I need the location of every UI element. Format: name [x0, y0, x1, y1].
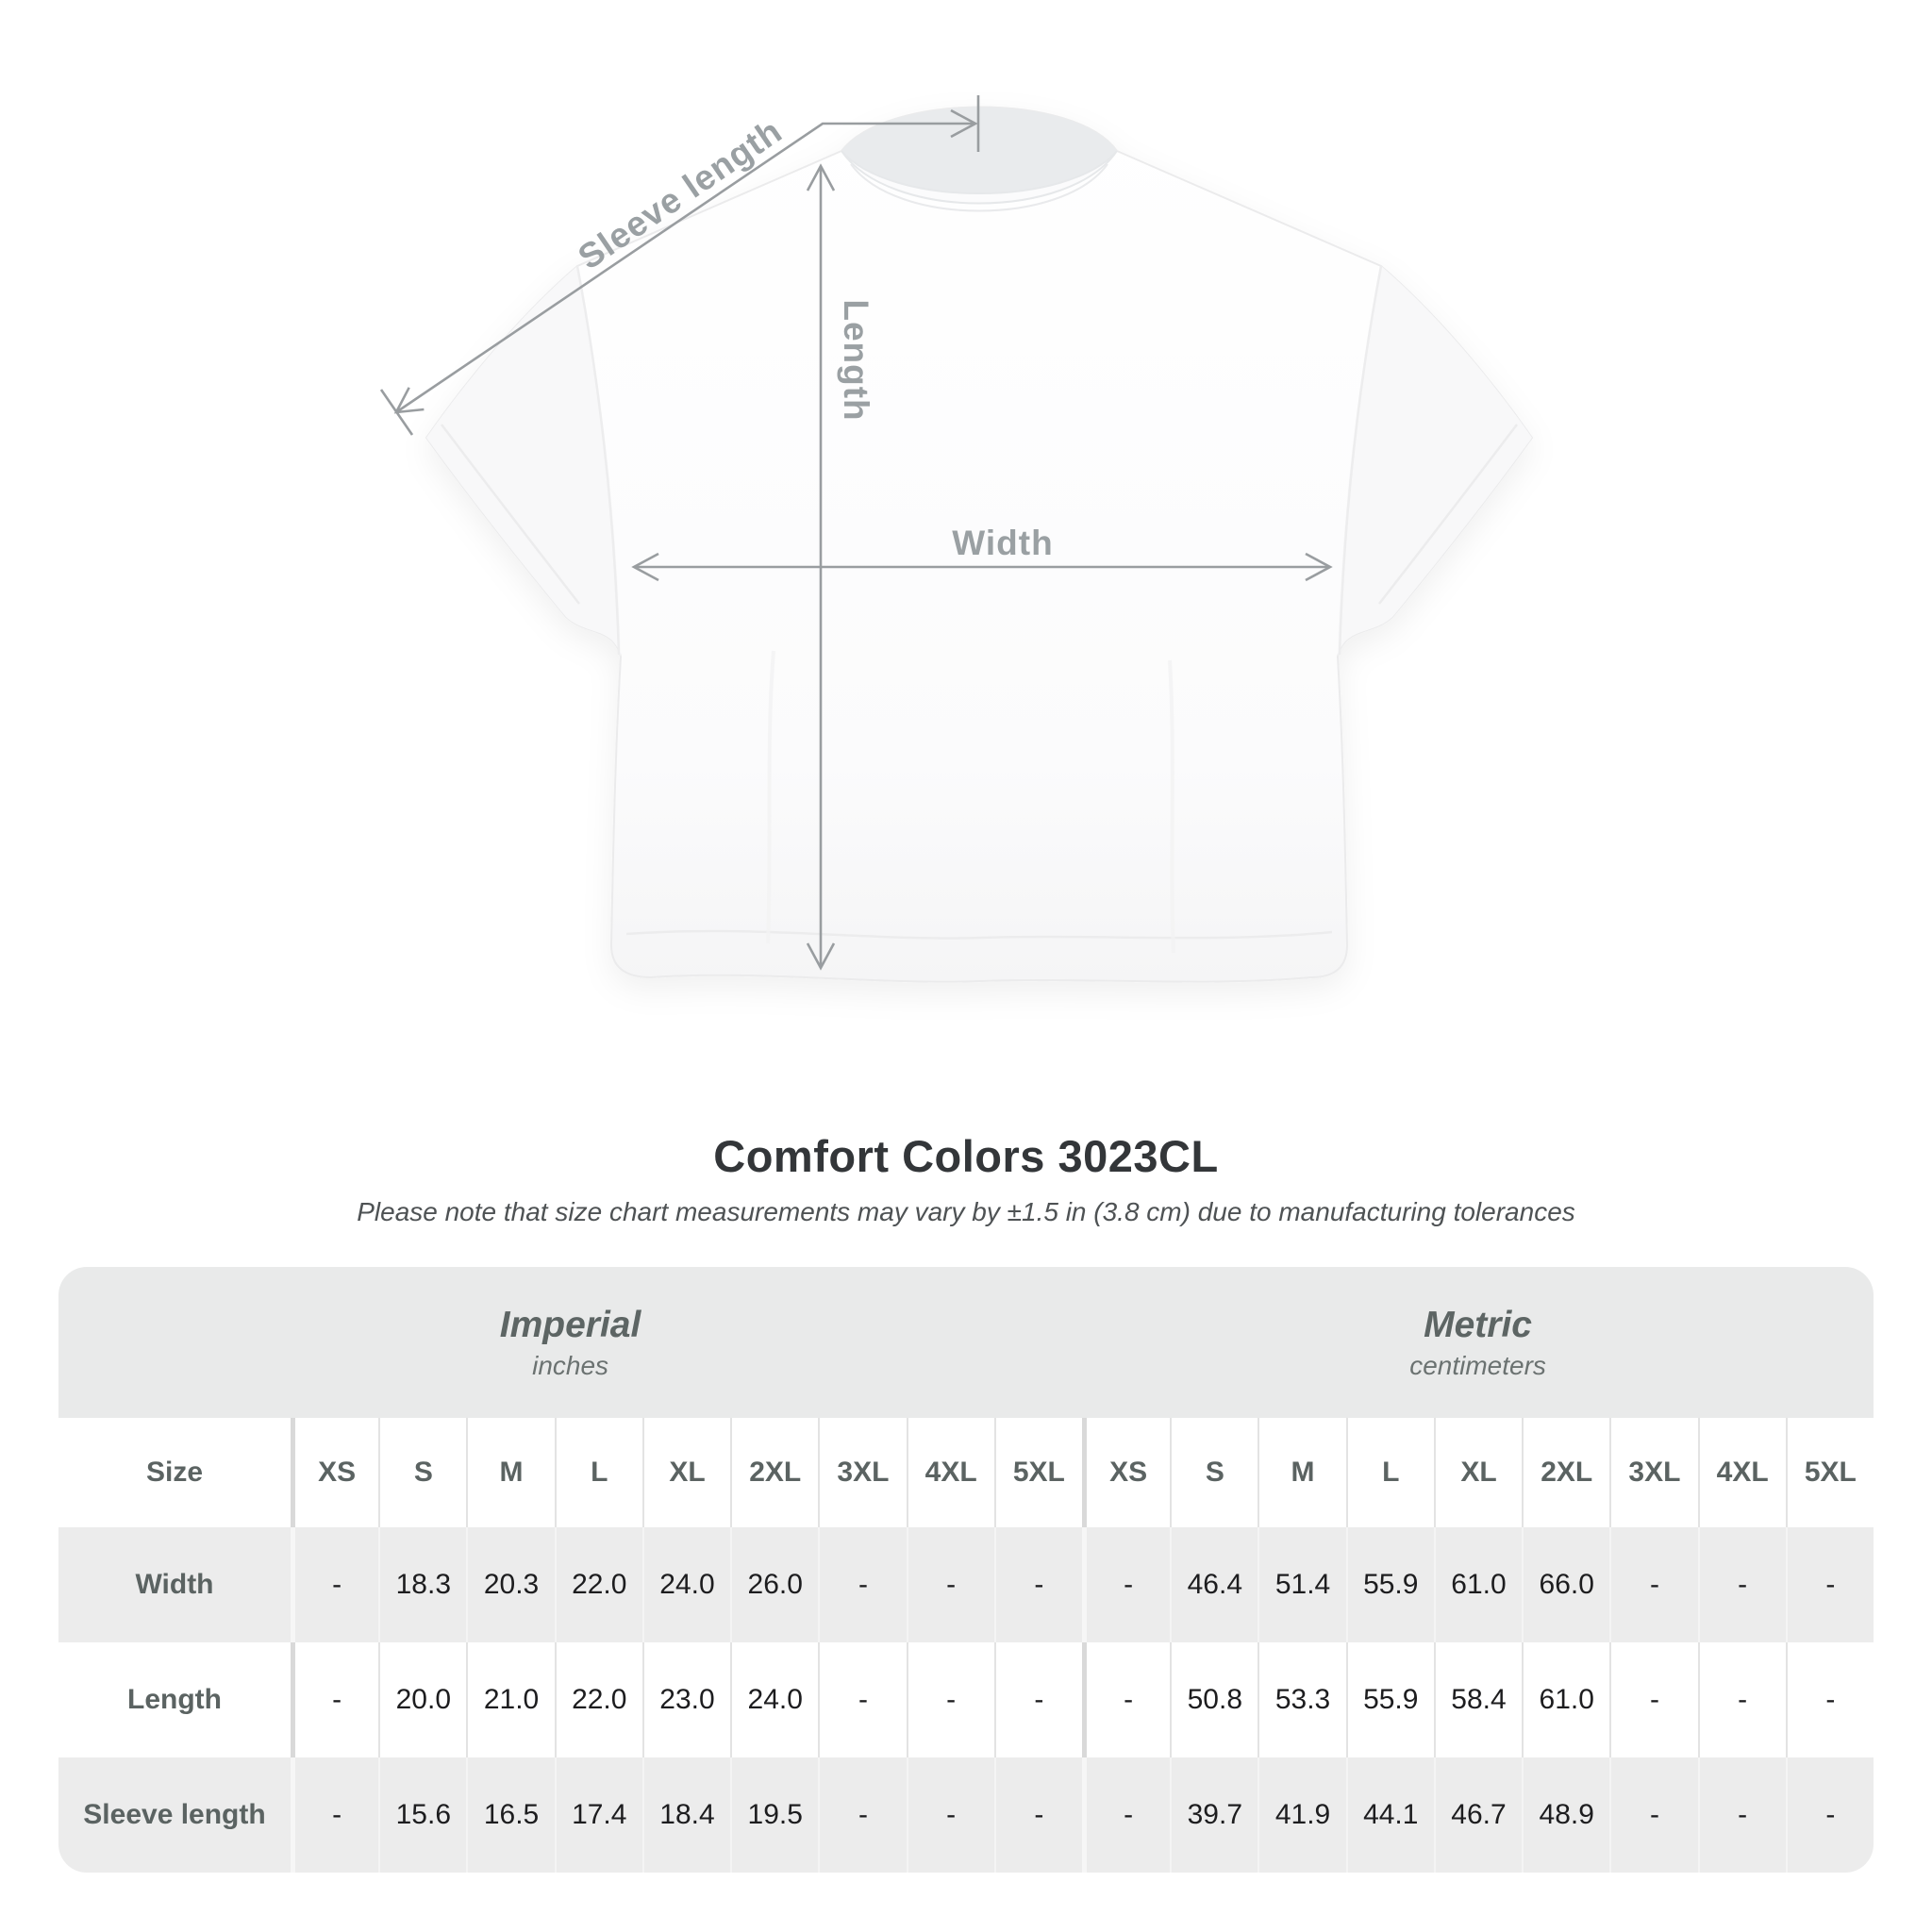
- measurement-cell: -: [1697, 1527, 1786, 1642]
- measurement-cell: 41.9: [1257, 1757, 1345, 1873]
- size-col-header-metric-3xl: 3XL: [1609, 1418, 1697, 1527]
- measurement-cell: 39.7: [1170, 1757, 1257, 1873]
- metric-subtitle: centimeters: [1409, 1350, 1546, 1380]
- size-col-header-metric-s: S: [1170, 1418, 1257, 1527]
- measurement-cell: 21.0: [466, 1642, 554, 1757]
- measurement-cell: 18.4: [641, 1757, 730, 1873]
- measurement-cell: -: [1609, 1527, 1697, 1642]
- measurement-cell: -: [1081, 1527, 1170, 1642]
- measurement-cell: -: [291, 1757, 378, 1873]
- measurement-cell: -: [1785, 1527, 1874, 1642]
- length-label: Length: [837, 299, 875, 421]
- measurement-cell: 50.8: [1170, 1642, 1257, 1757]
- measurement-cell: 17.4: [554, 1757, 642, 1873]
- size-col-header-imperial-s: S: [378, 1418, 466, 1527]
- size-col-header-metric-2xl: 2XL: [1522, 1418, 1609, 1527]
- measurement-cell: 20.3: [466, 1527, 554, 1642]
- size-col-header-metric-5xl: 5XL: [1785, 1418, 1874, 1527]
- measurement-cell: 46.4: [1170, 1527, 1257, 1642]
- measurement-cell: -: [993, 1527, 1082, 1642]
- size-col-header-metric-m: M: [1257, 1418, 1345, 1527]
- size-column-header: Size: [145, 1457, 204, 1488]
- measurement-cell: 16.5: [466, 1757, 554, 1873]
- size-col-header-imperial-3xl: 3XL: [818, 1418, 906, 1527]
- measurement-cell: -: [906, 1757, 994, 1873]
- size-col-header-imperial-xl: XL: [641, 1418, 730, 1527]
- measurement-cell: -: [818, 1757, 906, 1873]
- size-col-header-metric-l: L: [1345, 1418, 1434, 1527]
- measurement-cell: 61.0: [1522, 1642, 1609, 1757]
- measurement-cell: -: [993, 1757, 1082, 1873]
- measurement-cell: 61.0: [1433, 1527, 1522, 1642]
- size-col-header-imperial-l: L: [554, 1418, 642, 1527]
- measurement-cell: -: [1081, 1642, 1170, 1757]
- table-row-length: Length - 20.0 21.0 22.0 23.0 24.0 - - - …: [58, 1642, 1874, 1757]
- size-col-header-imperial-xs: XS: [291, 1418, 378, 1527]
- tshirt-diagram: Sleeve length Length Width: [379, 95, 1534, 983]
- metric-title: Metric: [1424, 1304, 1532, 1345]
- measurement-cell: 23.0: [641, 1642, 730, 1757]
- metric-header: Metric centimeters: [1082, 1267, 1874, 1418]
- measurement-cell: -: [906, 1527, 994, 1642]
- measurement-cell: 22.0: [554, 1642, 642, 1757]
- width-label: Width: [952, 524, 1053, 562]
- measurement-cell: 44.1: [1345, 1757, 1434, 1873]
- sleeve-tip-tick: [379, 389, 414, 436]
- measurement-cell: -: [1081, 1757, 1170, 1873]
- measurement-cell: 55.9: [1345, 1527, 1434, 1642]
- imperial-title: Imperial: [499, 1304, 641, 1345]
- measurement-cell: -: [818, 1527, 906, 1642]
- page-title: Comfort Colors 3023CL: [713, 1131, 1219, 1181]
- measurement-cell: -: [818, 1642, 906, 1757]
- size-col-header-imperial-m: M: [466, 1418, 554, 1527]
- measurement-cell: 18.3: [378, 1527, 466, 1642]
- title-block: Comfort Colors 3023CL Please note that s…: [0, 1130, 1932, 1227]
- measurement-cell: -: [993, 1642, 1082, 1757]
- measurement-cell: 48.9: [1522, 1757, 1609, 1873]
- size-chart-table: Imperial inches Metric centimeters Size …: [58, 1267, 1874, 1873]
- measurement-cell: -: [1697, 1757, 1786, 1873]
- measurement-cell: 55.9: [1345, 1642, 1434, 1757]
- measurement-cell: 26.0: [730, 1527, 818, 1642]
- table-row-sleeve-length: Sleeve length - 15.6 16.5 17.4 18.4 19.5…: [58, 1757, 1874, 1873]
- unit-header-band: Imperial inches Metric centimeters: [58, 1267, 1874, 1418]
- size-col-header-imperial-4xl: 4XL: [906, 1418, 994, 1527]
- measurement-cell: -: [1609, 1757, 1697, 1873]
- measurement-cell: -: [291, 1527, 378, 1642]
- measurement-cell: 15.6: [378, 1757, 466, 1873]
- measurement-cell: 20.0: [378, 1642, 466, 1757]
- size-col-header-metric-xl: XL: [1433, 1418, 1522, 1527]
- measurement-cell: 19.5: [730, 1757, 818, 1873]
- measurement-cell: -: [1785, 1757, 1874, 1873]
- size-col-header-metric-4xl: 4XL: [1697, 1418, 1786, 1527]
- measurement-cell: 51.4: [1257, 1527, 1345, 1642]
- size-header-row: Size XS S M L XL 2XL 3XL 4XL 5XL XS S M …: [58, 1418, 1874, 1527]
- measurement-cell: -: [1785, 1642, 1874, 1757]
- measurement-cell: 66.0: [1522, 1527, 1609, 1642]
- imperial-subtitle: inches: [532, 1350, 609, 1380]
- tolerance-note: Please note that size chart measurements…: [357, 1197, 1575, 1226]
- row-label: Length: [127, 1684, 222, 1715]
- size-col-header-metric-xs: XS: [1081, 1418, 1170, 1527]
- table-row-width: Width - 18.3 20.3 22.0 24.0 26.0 - - - -…: [58, 1527, 1874, 1642]
- measurement-cell: 22.0: [554, 1527, 642, 1642]
- row-label: Sleeve length: [83, 1799, 266, 1830]
- imperial-header: Imperial inches: [58, 1267, 1082, 1418]
- measurement-cell: 46.7: [1433, 1757, 1522, 1873]
- measurement-cell: -: [906, 1642, 994, 1757]
- measurement-cell: 58.4: [1433, 1642, 1522, 1757]
- row-label: Width: [135, 1569, 214, 1600]
- size-col-header-imperial-5xl: 5XL: [993, 1418, 1082, 1527]
- measurement-cell: -: [1697, 1642, 1786, 1757]
- measurement-cell: 24.0: [730, 1642, 818, 1757]
- size-col-header-imperial-2xl: 2XL: [730, 1418, 818, 1527]
- measurement-cell: 53.3: [1257, 1642, 1345, 1757]
- measurement-cell: 24.0: [641, 1527, 730, 1642]
- measurement-cell: -: [1609, 1642, 1697, 1757]
- sleeve-length-arrow: [393, 108, 978, 414]
- measurement-cell: -: [291, 1642, 378, 1757]
